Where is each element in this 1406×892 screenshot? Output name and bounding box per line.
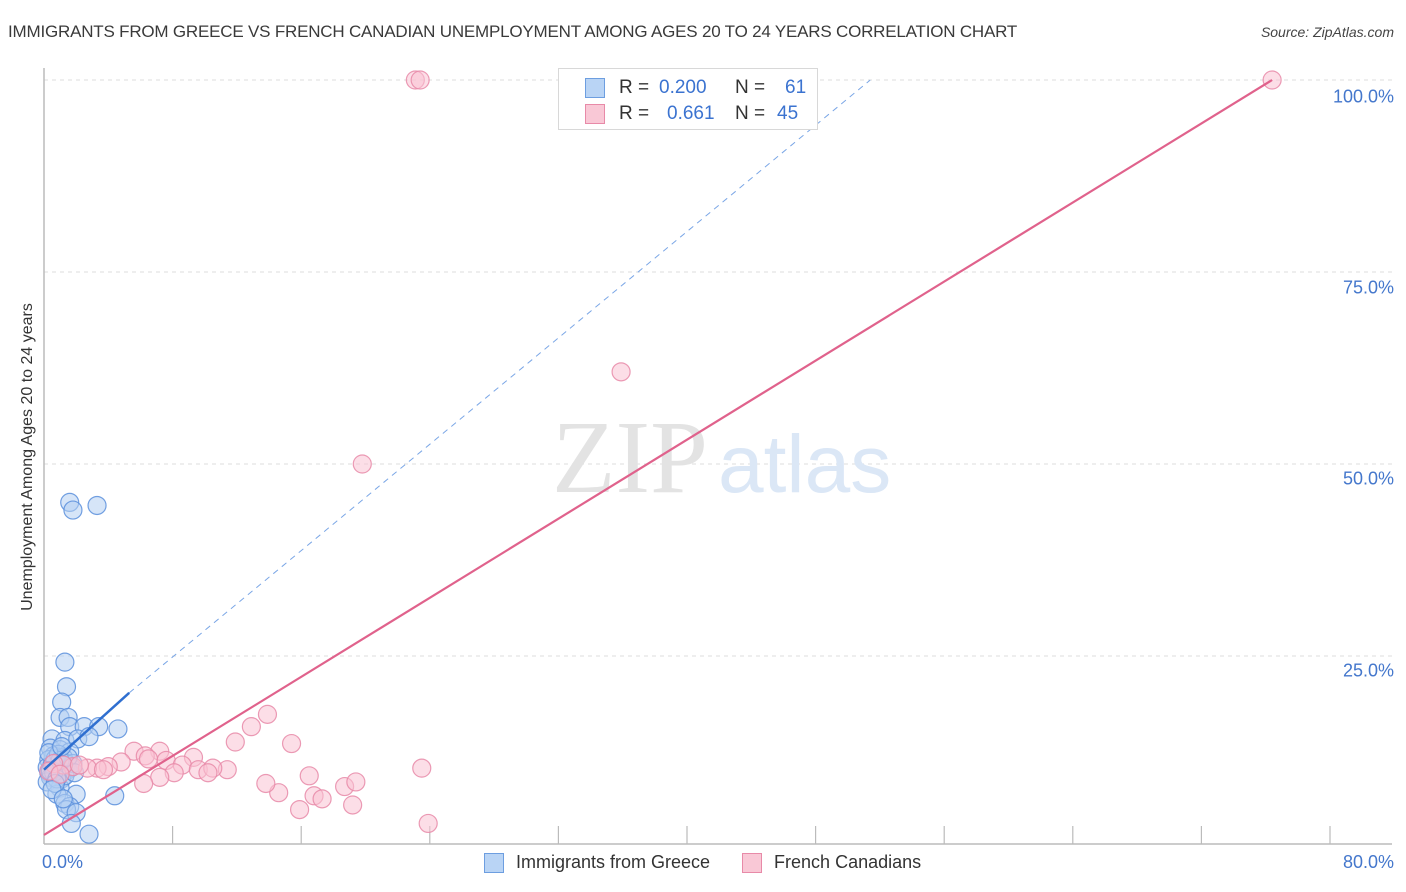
- r-value: 0.200: [659, 77, 707, 98]
- n-value: 45: [777, 103, 799, 124]
- gridlines: [44, 79, 1392, 657]
- series-french-canadians-points: [39, 70, 1282, 834]
- r-label: R =: [619, 77, 650, 98]
- watermark: ZIP atlas: [552, 400, 891, 515]
- r-value: 0.661: [667, 103, 715, 124]
- legend-item-greece[interactable]: Immigrants from Greece: [484, 852, 710, 873]
- pink-swatch-icon: [742, 852, 763, 873]
- n-value: 61: [785, 77, 807, 98]
- x-tick-0: 0.0%: [42, 852, 84, 872]
- series-legend: Immigrants from Greece French Canadians: [484, 852, 953, 873]
- r-label: R =: [619, 103, 650, 124]
- y-tick-100: 100.0%: [1332, 86, 1394, 107]
- svg-text:ZIP: ZIP: [552, 400, 708, 515]
- n-label: N =: [735, 103, 766, 124]
- chart-title: IMMIGRANTS FROM GREECE VS FRENCH CANADIA…: [8, 22, 1018, 41]
- svg-text:atlas: atlas: [718, 419, 891, 510]
- trend-lines: [43, 79, 1273, 836]
- y-tick-50: 50.0%: [1342, 468, 1394, 489]
- x-tick-80: 80.0%: [1342, 852, 1394, 872]
- legend-row-greece: R = 0.200 N = 61: [585, 76, 806, 100]
- y-tick-25: 25.0%: [1342, 660, 1394, 681]
- correlation-legend: R = 0.200 N = 61 R = 0.661 N = 45: [558, 68, 818, 130]
- legend-label: Immigrants from Greece: [516, 852, 711, 872]
- n-label: N =: [735, 77, 766, 98]
- y-axis-label: Unemployment Among Ages 20 to 24 years: [19, 303, 36, 611]
- series-immigrants-from-greece-points: [37, 492, 128, 844]
- y-tick-75: 75.0%: [1342, 277, 1394, 298]
- legend-row-french-canadians: R = 0.661 N = 45: [585, 102, 798, 126]
- pink-swatch-icon: [585, 104, 605, 124]
- legend-item-french-canadians[interactable]: French Canadians: [742, 852, 921, 873]
- source-attribution: Source: ZipAtlas.com: [1260, 24, 1394, 40]
- blue-swatch-icon: [585, 78, 605, 98]
- blue-swatch-icon: [484, 852, 504, 873]
- legend-label: French Canadians: [774, 852, 922, 872]
